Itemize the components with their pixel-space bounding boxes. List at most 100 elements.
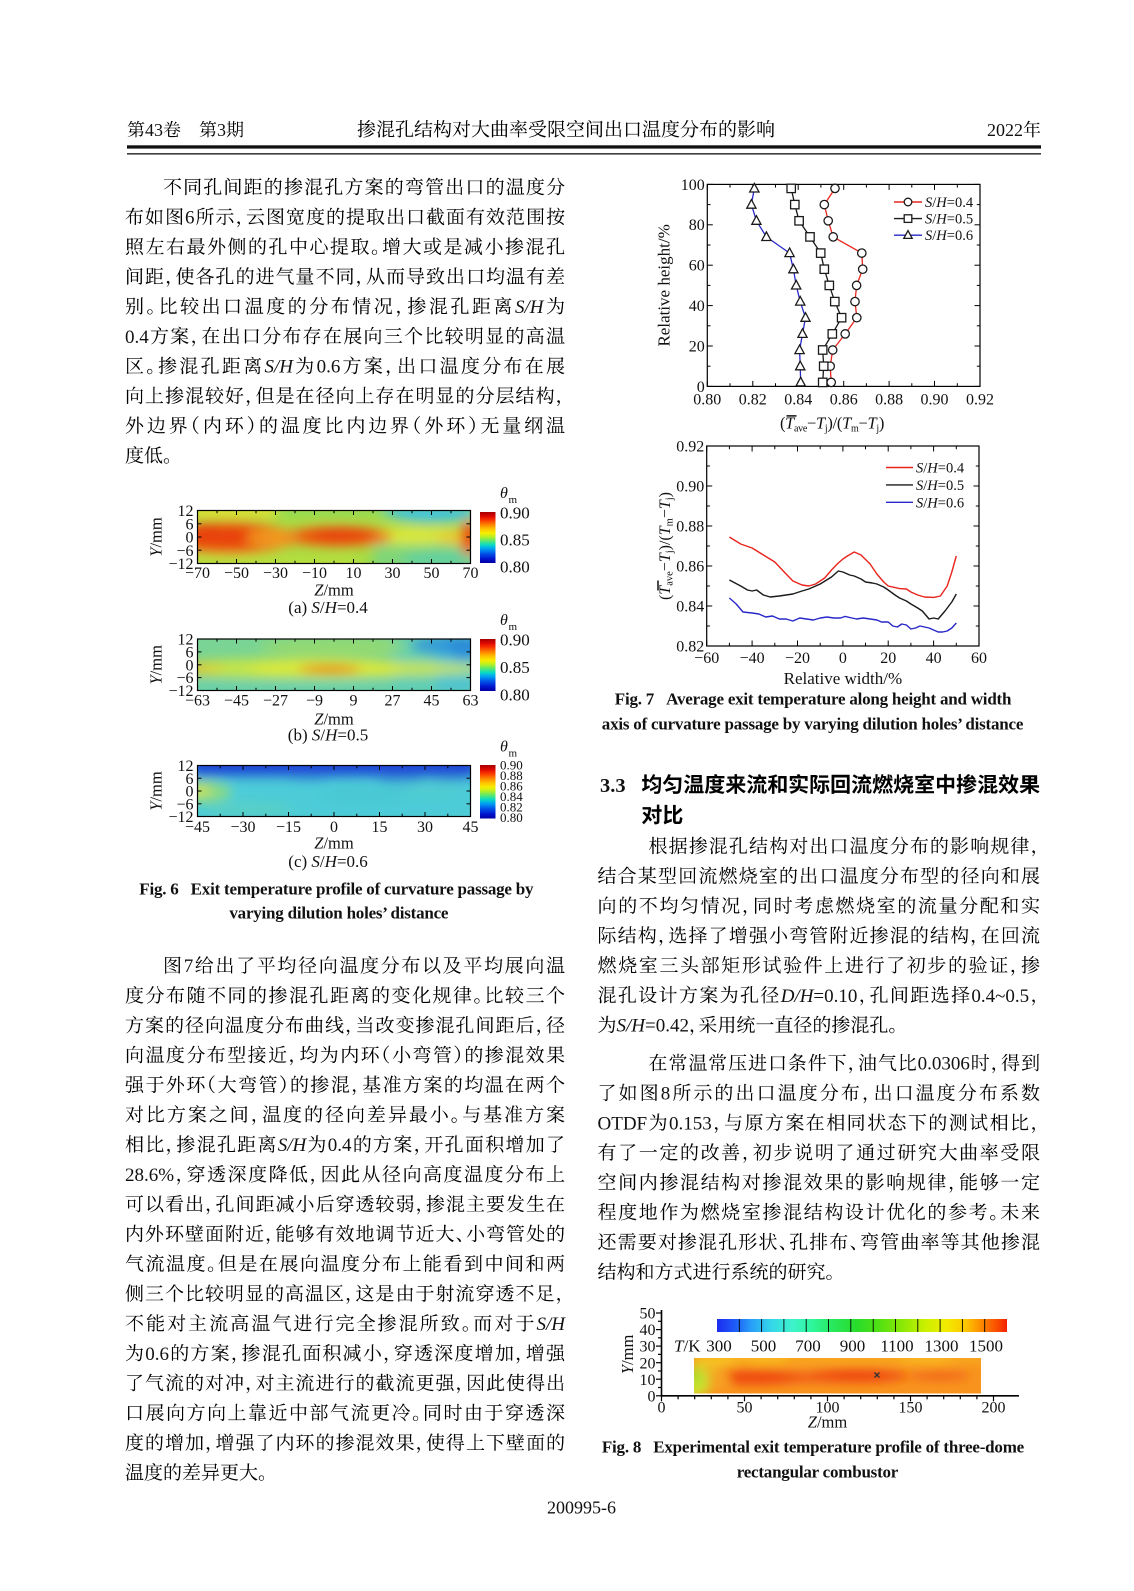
svg-text:0.84: 0.84 [784, 392, 812, 409]
svg-text:S/H=0.42: S/H=0.42 [617, 1016, 689, 1037]
svg-text:(Tave−Tj)/(Tm−Tj): (Tave−Tj)/(Tm−Tj) [780, 414, 884, 435]
svg-text:Fig. 6 Exit temperature prof: Fig. 6 Exit temperature profile of curva… [139, 879, 534, 898]
svg-text:30: 30 [417, 819, 433, 836]
svg-text:Y/mm: Y/mm [147, 645, 166, 685]
svg-text:0.4: 0.4 [328, 1135, 352, 1156]
svg-text:0: 0 [648, 1388, 656, 1405]
svg-text:S/H: S/H [537, 1314, 567, 1335]
svg-text:0: 0 [658, 1400, 666, 1417]
svg-text:200: 200 [982, 1400, 1006, 1417]
svg-text:12: 12 [178, 503, 194, 520]
svg-text:0.88: 0.88 [875, 392, 903, 409]
svg-text:(b) S/H=0.5: (b) S/H=0.5 [288, 726, 368, 745]
svg-text:700: 700 [795, 1337, 821, 1356]
svg-text:40: 40 [926, 650, 942, 667]
svg-text:S/H=0.4: S/H=0.4 [916, 461, 965, 477]
svg-text:0: 0 [186, 530, 194, 547]
svg-text:0.92: 0.92 [676, 438, 704, 455]
svg-text:−12: −12 [168, 556, 193, 573]
svg-text:m: m [509, 621, 518, 633]
svg-text:0.85: 0.85 [500, 658, 530, 677]
svg-text:0.88: 0.88 [676, 518, 704, 535]
svg-text:m: m [509, 748, 518, 760]
svg-text:axis of curvature passage by v: axis of curvature passage by varying dil… [602, 715, 1024, 734]
svg-text:900: 900 [840, 1337, 866, 1356]
svg-text:(a) S/H=0.4: (a) S/H=0.4 [288, 598, 368, 617]
svg-text:−70: −70 [185, 565, 210, 582]
svg-text:0.82: 0.82 [739, 392, 767, 409]
svg-text:12: 12 [178, 632, 194, 649]
svg-text:80: 80 [689, 217, 705, 234]
svg-text:−50: −50 [224, 565, 249, 582]
svg-text:Z/mm: Z/mm [808, 1413, 848, 1432]
svg-text:0.80: 0.80 [500, 685, 530, 704]
svg-text:0.90: 0.90 [500, 630, 530, 649]
svg-text:0.153: 0.153 [669, 1113, 712, 1134]
svg-text:12: 12 [178, 758, 194, 775]
svg-text:100: 100 [681, 177, 705, 194]
svg-text:10: 10 [640, 1372, 656, 1389]
svg-text:28.6%: 28.6% [125, 1165, 174, 1186]
svg-text:S/H=0.6: S/H=0.6 [925, 228, 973, 244]
svg-text:−40: −40 [740, 650, 765, 667]
svg-text:0.90: 0.90 [921, 392, 949, 409]
svg-text:−45: −45 [185, 819, 210, 836]
svg-text:10: 10 [346, 565, 362, 582]
svg-text:−6: −6 [176, 796, 193, 813]
svg-text:6: 6 [186, 516, 194, 533]
svg-text:T/K: T/K [674, 1337, 701, 1356]
svg-text:−60: −60 [694, 650, 719, 667]
svg-text:43: 43 [145, 120, 163, 140]
svg-text:0.6: 0.6 [145, 1344, 169, 1365]
svg-text:varying dilution holes’ distan: varying dilution holes’ distance [229, 904, 449, 923]
svg-text:−6: −6 [176, 543, 193, 560]
svg-text:30: 30 [385, 565, 401, 582]
svg-text:15: 15 [372, 819, 388, 836]
svg-text:S/H=0.4: S/H=0.4 [925, 195, 974, 211]
svg-text:0.85: 0.85 [500, 530, 530, 549]
svg-text:2022: 2022 [987, 120, 1023, 140]
svg-text:−12: −12 [168, 809, 193, 826]
svg-text:0.4: 0.4 [125, 327, 149, 348]
svg-text:60: 60 [689, 258, 705, 275]
svg-text:45: 45 [424, 693, 440, 710]
svg-text:(c) S/H=0.6: (c) S/H=0.6 [288, 852, 367, 871]
svg-text:−20: −20 [785, 650, 810, 667]
svg-text:0: 0 [697, 379, 705, 396]
svg-text:θ: θ [500, 485, 508, 502]
svg-text:40: 40 [640, 1322, 656, 1339]
svg-text:1100: 1100 [880, 1337, 913, 1356]
svg-text:1500: 1500 [969, 1337, 1003, 1356]
svg-text:D/H=0.10: D/H=0.10 [780, 986, 858, 1007]
svg-text:7: 7 [184, 956, 194, 977]
svg-text:Relative width/%: Relative width/% [784, 669, 903, 688]
svg-text:Fig. 7 Average exit temperat: Fig. 7 Average exit temperature along he… [615, 690, 1012, 709]
svg-text:0.4~0.5: 0.4~0.5 [971, 986, 1029, 1007]
svg-text:−30: −30 [263, 565, 288, 582]
svg-text:50: 50 [640, 1306, 656, 1323]
svg-text:0.80: 0.80 [500, 810, 523, 825]
svg-text:0.86: 0.86 [830, 392, 858, 409]
svg-text:0: 0 [186, 784, 194, 801]
svg-text:0.0306: 0.0306 [918, 1054, 970, 1075]
svg-text:50: 50 [424, 565, 440, 582]
svg-text:(Tave−Tj)/(Tm−Tj): (Tave−Tj)/(Tm−Tj) [657, 492, 676, 600]
svg-text:200995-6: 200995-6 [547, 1498, 616, 1518]
svg-text:−30: −30 [230, 819, 255, 836]
svg-text:Z/mm: Z/mm [314, 581, 354, 600]
svg-text:θ: θ [500, 739, 508, 756]
svg-text:27: 27 [385, 693, 401, 710]
svg-text:−45: −45 [224, 693, 249, 710]
svg-text:20: 20 [640, 1355, 656, 1372]
svg-text:0: 0 [186, 657, 194, 674]
svg-text:Z/mm: Z/mm [314, 709, 354, 728]
svg-text:9: 9 [350, 693, 358, 710]
svg-text:8: 8 [661, 1084, 671, 1105]
svg-text:−9: −9 [306, 693, 323, 710]
svg-text:Z/mm: Z/mm [314, 834, 354, 853]
svg-text:0.90: 0.90 [500, 757, 523, 772]
svg-text:−10: −10 [302, 565, 327, 582]
svg-text:70: 70 [463, 565, 479, 582]
svg-text:0.90: 0.90 [676, 478, 704, 495]
svg-text:−15: −15 [276, 819, 301, 836]
